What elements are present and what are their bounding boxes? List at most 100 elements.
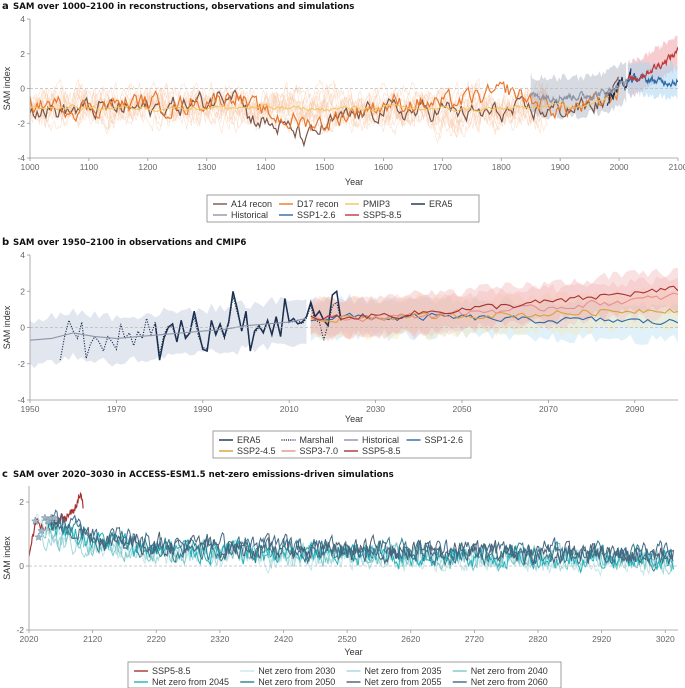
plot-area	[30, 267, 678, 369]
x-tick-label: 2620	[401, 634, 420, 644]
ensemble-member-line	[30, 80, 548, 144]
x-tick-label: 2010	[280, 404, 299, 414]
series-line-ssp5-8-5	[29, 491, 84, 557]
chart-title: SAM over 2020–3030 in ACCESS-ESM1.5 net-…	[13, 470, 394, 480]
y-tick-label: 4	[20, 14, 25, 24]
ssp5-8-5-range-band	[310, 267, 678, 341]
ssp3-7-0-range-band	[310, 276, 678, 342]
legend-label: SSP1-2.6	[297, 210, 336, 220]
legend-label: A14 recon	[231, 199, 272, 209]
x-tick-label: 3020	[656, 634, 675, 644]
series-line-d17-recon	[30, 80, 620, 132]
y-tick-label: 0	[19, 561, 24, 571]
ssp2-4-5-range-band	[310, 286, 678, 341]
panel-label: c	[2, 469, 8, 480]
chart-title: SAM over 1000–2100 in reconstructions, o…	[13, 2, 354, 12]
panel-b: b SAM over 1950–2100 in observations and …	[2, 237, 678, 459]
x-tick-label: 2000	[610, 162, 629, 172]
series-line-ssp3-7-0	[310, 292, 678, 323]
branch-star-marker	[34, 532, 43, 541]
x-tick-label: 2090	[625, 404, 644, 414]
x-tick-label: 1500	[315, 162, 334, 172]
x-tick-label: 2520	[338, 634, 357, 644]
legend-label: Net zero from 2035	[365, 666, 442, 676]
plot-area	[30, 35, 678, 148]
x-tick-label: 1990	[193, 404, 212, 414]
legend: ERA5 Marshall Historical SSP1-2.6 SSP2-4.5 SS…	[212, 430, 472, 459]
series-line-historical	[530, 78, 628, 104]
series-line-ssp5-8-5	[627, 46, 678, 82]
series-line-era5	[606, 68, 632, 106]
x-tick-label: 2220	[147, 634, 166, 644]
series-line-net-zero-from-2035	[38, 529, 674, 576]
series-line-marshall	[59, 296, 342, 361]
x-tick-label: 2020	[20, 634, 39, 644]
legend-box	[127, 661, 562, 688]
x-tick-label: 2720	[465, 634, 484, 644]
historical-range-band	[30, 296, 307, 369]
x-axis-label: Year	[345, 177, 363, 187]
x-tick-label: 2100	[669, 162, 685, 172]
legend-label: SSP3-7.0	[300, 446, 339, 456]
plot-area	[29, 491, 674, 578]
y-tick-label: -4	[17, 395, 25, 405]
legend-label: PMIP3	[363, 199, 390, 209]
y-axis-label: SAM index	[2, 536, 12, 580]
y-axis-label: SAM index	[2, 305, 12, 349]
y-tick-label: 2	[19, 497, 24, 507]
legend-label: Net zero from 2055	[365, 677, 442, 687]
x-tick-label: 2420	[274, 634, 293, 644]
y-tick-label: 4	[20, 250, 25, 260]
x-tick-label: 1000	[21, 162, 40, 172]
legend: SSP5-8.5 Net zero from 2030 Net zero from …	[127, 661, 562, 688]
legend-label: SSP5-8.5	[152, 666, 191, 676]
x-tick-label: 1950	[21, 404, 40, 414]
x-tick-label: 1600	[374, 162, 393, 172]
x-tick-label: 1800	[492, 162, 511, 172]
x-tick-label: 1700	[433, 162, 452, 172]
legend-label: SSP2-4.5	[237, 446, 276, 456]
series-line-net-zero-from-2060	[54, 509, 674, 566]
chart-title: SAM over 1950–2100 in observations and C…	[13, 238, 246, 248]
y-tick-label: -2	[16, 625, 24, 635]
legend-label: SSP5-8.5	[363, 210, 402, 220]
y-tick-label: -2	[17, 359, 25, 369]
panel-a: a SAM over 1000–2100 in reconstructions, …	[2, 1, 685, 223]
y-axis-label: SAM index	[2, 66, 12, 110]
x-tick-label: 2920	[592, 634, 611, 644]
y-tick-label: -4	[17, 153, 25, 163]
panel-c: c SAM over 2020–3030 in ACCESS-ESM1.5 net…	[2, 469, 678, 688]
branch-star-marker	[31, 516, 40, 525]
x-axis-label: Year	[345, 414, 363, 424]
legend-label: Net zero from 2030	[258, 666, 335, 676]
y-tick-label: 2	[20, 286, 25, 296]
legend-label: SSP5-8.5	[362, 446, 401, 456]
panel-label: b	[2, 237, 9, 248]
y-tick-label: 2	[20, 49, 25, 59]
x-tick-label: 2050	[453, 404, 472, 414]
legend-label: Marshall	[300, 435, 334, 445]
x-tick-label: 2820	[529, 634, 548, 644]
series-line-ssp2-4-5	[310, 308, 678, 323]
branch-star-marker	[50, 513, 59, 522]
legend-label: ERA5	[237, 435, 261, 445]
legend-box	[206, 194, 480, 223]
x-tick-label: 1900	[551, 162, 570, 172]
x-tick-label: 2030	[366, 404, 385, 414]
y-tick-label: 0	[20, 84, 25, 94]
series-line-historical	[30, 317, 307, 341]
legend-label: Historical	[231, 210, 268, 220]
legend-label: Net zero from 2040	[471, 666, 548, 676]
x-tick-label: 2120	[83, 634, 102, 644]
y-tick-label: -2	[17, 118, 25, 128]
x-tick-label: 2320	[210, 634, 229, 644]
ensemble-member-line	[30, 81, 548, 133]
branch-star-marker	[37, 526, 46, 535]
legend-label: Net zero from 2060	[471, 677, 548, 687]
legend-label: Historical	[362, 435, 399, 445]
x-tick-label: 1300	[197, 162, 216, 172]
panel-label: a	[2, 1, 9, 12]
legend-label: D17 recon	[297, 199, 339, 209]
x-tick-label: 1200	[138, 162, 157, 172]
